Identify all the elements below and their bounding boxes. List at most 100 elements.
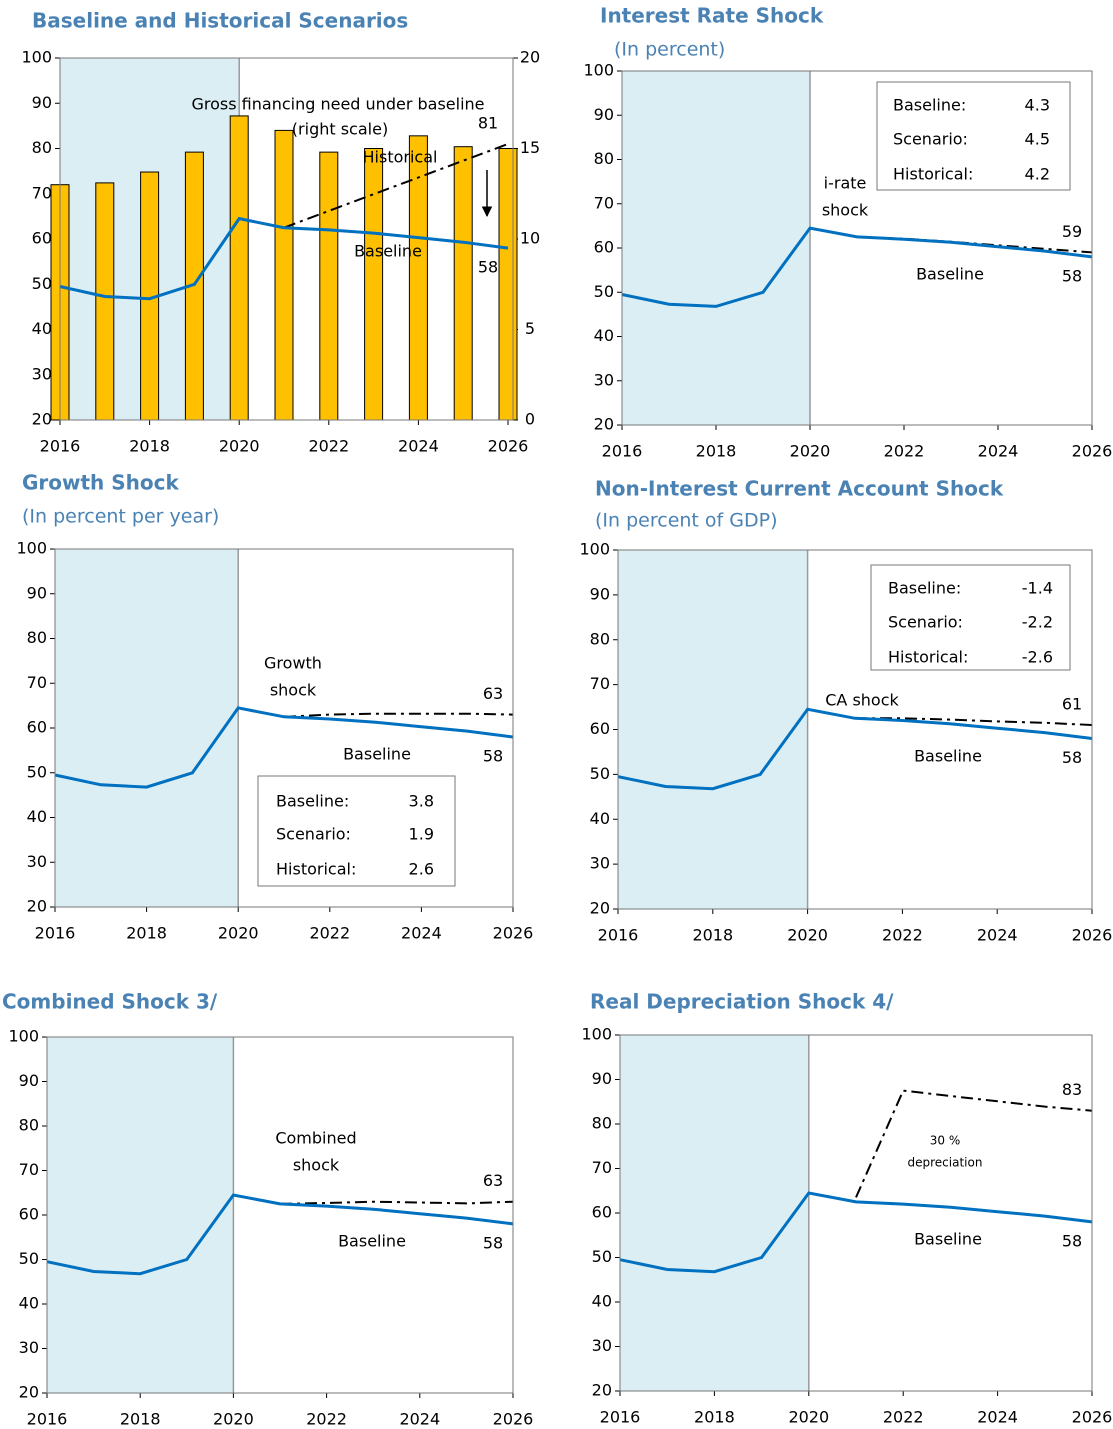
y-tick-label: 80 <box>19 1116 39 1135</box>
shaded-period <box>55 549 239 907</box>
y-tick-label: 90 <box>594 105 614 124</box>
y-tick-label: 40 <box>594 326 614 345</box>
info-label: Historical: <box>276 860 356 879</box>
annotation: shock <box>293 1156 340 1175</box>
info-box <box>870 564 1071 671</box>
end-label: 58 <box>1062 748 1082 767</box>
x-tick-label: 2018 <box>692 926 733 945</box>
y-tick-label: 100 <box>581 1025 612 1044</box>
x-tick-label: 2020 <box>218 924 259 943</box>
annotation: shock <box>822 201 869 220</box>
x-tick-label: 2026 <box>488 437 529 456</box>
x-tick-label: 2018 <box>694 1408 735 1427</box>
x-tick-label: 2016 <box>35 924 76 943</box>
y-tick-label: 100 <box>583 61 614 80</box>
series-line <box>279 1200 514 1205</box>
info-value: -2.2 <box>1022 613 1053 632</box>
y-tick-label: 30 <box>27 852 47 871</box>
series-line <box>283 143 509 229</box>
end-label: 58 <box>483 746 503 765</box>
y-tick-label: 30 <box>19 1338 39 1357</box>
annotation: (right scale) <box>292 120 388 139</box>
chart-title: Baseline and Historical Scenarios <box>32 9 408 33</box>
y-tick-label: 20 <box>594 415 614 434</box>
chart-subtitle: (In percent) <box>614 39 725 61</box>
bar <box>453 146 473 421</box>
x-tick-label: 2016 <box>40 437 81 456</box>
info-value: -1.4 <box>1022 579 1053 598</box>
y-tick-label: 40 <box>592 1292 612 1311</box>
y-tick-label: 60 <box>592 1203 612 1222</box>
y2-tick-label: 15 <box>520 138 540 157</box>
info-label: Baseline: <box>888 579 961 598</box>
series-line <box>617 707 1093 791</box>
x-tick-label: 2024 <box>978 442 1019 461</box>
chart-subtitle: (In percent per year) <box>22 506 219 528</box>
chart-title: Combined Shock 3/ <box>2 990 218 1014</box>
x-tick-label: 2020 <box>213 1410 254 1429</box>
chart-title: Growth Shock <box>22 471 179 495</box>
x-tick-label: 2018 <box>120 1410 161 1429</box>
x-tick-label: 2026 <box>1072 926 1113 945</box>
annotation: shock <box>270 681 317 700</box>
chart-title: Non-Interest Current Account Shock <box>595 477 1004 501</box>
annotation: i-rate <box>824 174 867 193</box>
x-tick-label: 2026 <box>493 1410 534 1429</box>
y-tick-label: 60 <box>19 1205 39 1224</box>
annotation: CA shock <box>825 691 899 710</box>
plot-frame <box>46 1036 514 1394</box>
annotation: Baseline <box>338 1232 406 1251</box>
x-tick-label: 2020 <box>790 442 831 461</box>
y-tick-label: 80 <box>592 1114 612 1133</box>
series-line <box>54 706 514 789</box>
end-label: 83 <box>1062 1080 1082 1099</box>
y-tick-label: 70 <box>19 1160 39 1179</box>
x-tick-label: 2024 <box>399 1410 440 1429</box>
annotation: 30 % <box>930 1134 961 1148</box>
x-tick-label: 2022 <box>883 1408 924 1427</box>
series-line <box>619 1191 1093 1274</box>
annotation: Baseline <box>343 745 411 764</box>
info-label: Scenario: <box>276 825 351 844</box>
info-label: Scenario: <box>888 613 963 632</box>
y-tick-label: 50 <box>19 1249 39 1268</box>
y-tick-label: 60 <box>27 718 47 737</box>
y-tick-label: 100 <box>579 540 610 559</box>
plot-frame <box>619 1034 1093 1392</box>
info-value: -2.6 <box>1022 648 1053 667</box>
chart-subtitle: (In percent of GDP) <box>595 510 778 532</box>
x-tick-label: 2020 <box>788 1408 829 1427</box>
x-tick-label: 2016 <box>27 1410 68 1429</box>
y-tick-label: 80 <box>590 629 610 648</box>
y-tick-label: 50 <box>594 282 614 301</box>
annotation: Historical <box>363 148 438 167</box>
plot-frame <box>54 548 514 908</box>
y-tick-label: 70 <box>27 673 47 692</box>
shaded-period <box>620 1035 809 1391</box>
info-label: Scenario: <box>893 130 968 149</box>
end-label: 59 <box>1062 222 1082 241</box>
y-tick-label: 70 <box>592 1158 612 1177</box>
annotation: depreciation <box>908 1156 983 1170</box>
y2-tick-label: 20 <box>520 48 540 67</box>
x-tick-label: 2022 <box>882 926 923 945</box>
y-tick-label: 20 <box>590 899 610 918</box>
y-tick-label: 40 <box>32 319 52 338</box>
x-tick-label: 2022 <box>308 437 349 456</box>
annotation: Baseline <box>916 265 984 284</box>
y-tick-label: 30 <box>594 370 614 389</box>
y-tick-label: 60 <box>590 719 610 738</box>
end-label: 58 <box>478 258 498 277</box>
info-value: 2.6 <box>409 860 434 879</box>
end-label: 58 <box>1062 1231 1082 1250</box>
bar <box>274 129 294 421</box>
bar <box>319 151 339 421</box>
x-tick-label: 2024 <box>977 926 1018 945</box>
y-tick-label: 40 <box>590 809 610 828</box>
bar <box>229 115 249 421</box>
info-value: 3.8 <box>409 792 434 811</box>
plot-frame <box>617 549 1093 910</box>
y-tick-label: 70 <box>590 674 610 693</box>
y-tick-label: 60 <box>32 229 52 248</box>
